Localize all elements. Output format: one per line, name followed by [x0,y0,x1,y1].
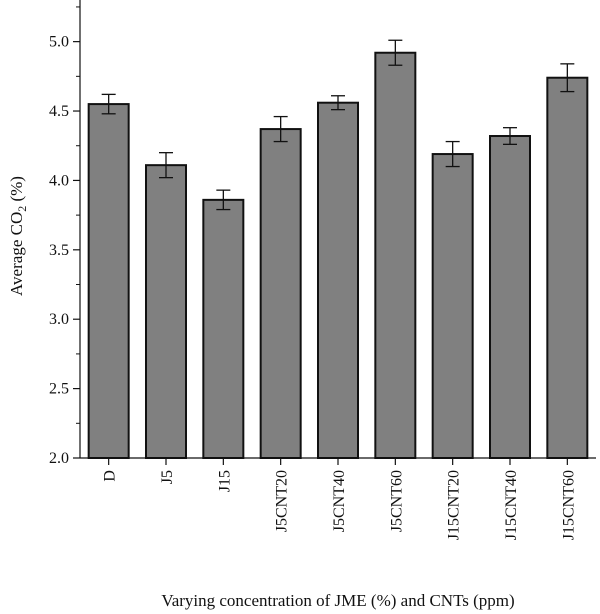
error-bar-d [101,93,116,115]
error-bar-j15 [216,189,231,211]
y-tick-label: 3.0 [49,311,69,328]
error-bar-j15cnt20 [445,140,460,168]
bar-j5cnt40 [317,101,359,459]
bar-j5cnt60 [374,51,417,460]
y-axis-label-unit: (%) [7,176,26,206]
error-bar-j5cnt20 [273,115,288,143]
bars-layer [87,51,589,460]
bar-j15cnt60 [546,76,589,459]
x-axis-label: Varying concentration of JME (%) and CNT… [161,591,514,610]
x-ticks-layer: D J5 J15 J5CNT20 J5CNT40 J5CNT60 J15CNT20 J15CN… [102,458,577,540]
bar-j15 [202,198,245,459]
error-bar-j15cnt40 [503,127,517,145]
y-axis-label-subscript: 2 [15,206,29,212]
x-tick-label-j5cnt40: J5CNT40 [331,470,348,532]
x-tick-label-j15cnt60: J15CNT60 [560,470,577,540]
bar-j15cnt40 [489,135,531,459]
y-tick-label: 2.5 [49,381,69,398]
bar-j5 [145,164,187,460]
bar-j5cnt20 [259,128,302,459]
y-tick-label: 2.0 [49,450,69,467]
y-axis-label: Average CO2 (%) [7,176,29,296]
x-tick-label-d: D [102,470,119,482]
x-tick-label-j15: J15 [216,470,233,492]
y-tick-label: 5.0 [49,34,69,51]
y-tick-label: 4.5 [49,103,69,120]
error-bar-j5cnt40 [331,95,345,111]
y-tick-label: 4.0 [49,172,69,189]
x-tick-label-j5: J5 [159,470,176,484]
bar-d [87,103,130,459]
x-tick-label-j5cnt60: J5CNT60 [388,470,405,532]
bar-j15cnt20 [431,153,474,460]
x-tick-label-j15cnt40: J15CNT40 [503,470,520,540]
y-ticks-layer: 2.0 2.5 3.0 3.5 4.0 4.5 5.0 [49,6,80,467]
y-tick-label: 3.5 [49,242,69,259]
error-bar-j15cnt60 [560,63,575,93]
x-tick-label-j5cnt20: J5CNT20 [274,470,291,532]
error-bar-j5cnt60 [388,39,403,66]
error-bar-j5 [159,152,173,179]
x-tick-label-j15cnt20: J15CNT20 [446,470,463,540]
error-bars-layer [101,39,575,211]
